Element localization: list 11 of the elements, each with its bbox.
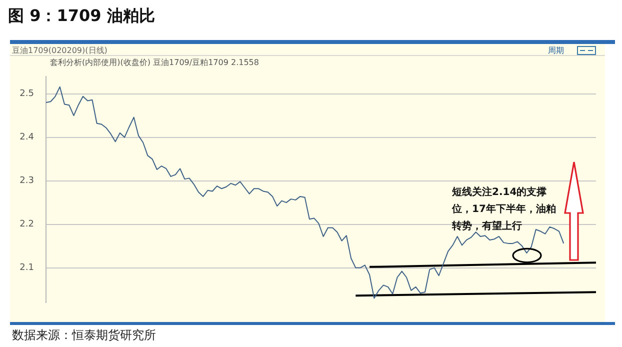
text: 豆油1709(020209)(日线) xyxy=(12,45,108,56)
y-tick-label: 2.3 xyxy=(20,176,34,186)
y-tick-label: 2.2 xyxy=(20,220,34,230)
chart-subtitle: 套利分析(内部使用)(收盘价) 豆油1709/豆粕1709 2.1558 xyxy=(50,57,259,68)
chart-title: 图 9：1709 油粕比 xyxy=(8,6,155,27)
annotation: 短线关注2.14的支撑位，17年下半年，油粕转势，有望上行 xyxy=(452,185,557,234)
y-tick-label: 2.5 xyxy=(20,89,34,100)
text: 周期 xyxy=(548,45,564,56)
y-tick-label: 2.4 xyxy=(20,132,34,143)
y-tick-label: 2.1 xyxy=(20,263,34,274)
source-note: 数据来源：恒泰期货研究所 xyxy=(12,327,156,344)
